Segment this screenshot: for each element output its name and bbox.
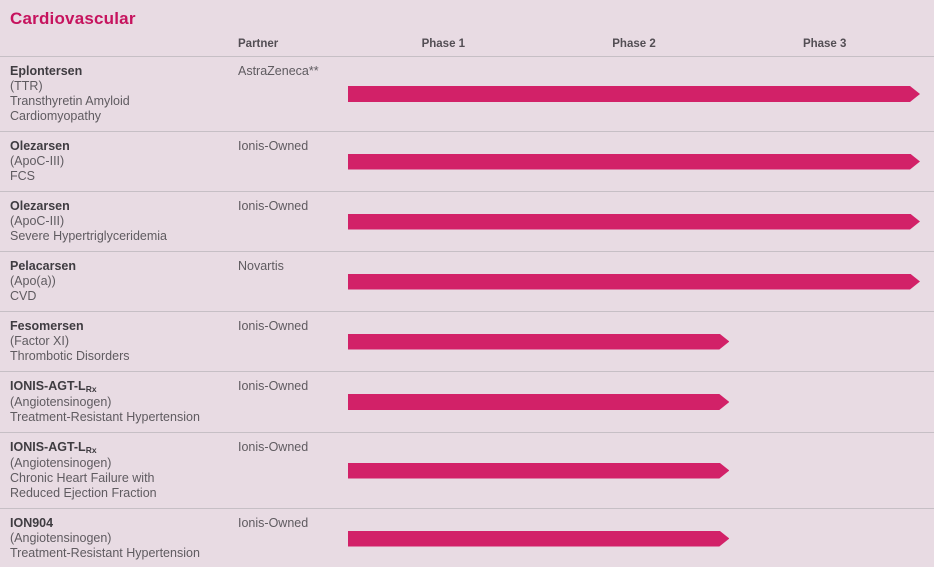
partner-name: Ionis-Owned [238,199,309,213]
drug-name: IONIS-AGT-LRx [10,440,97,455]
drug-name-subscript: Rx [85,384,97,394]
drug-detail-line: (TTR) [10,79,43,93]
phase-track [348,379,920,425]
drug-cell: Fesomersen (Factor XI) Thrombotic Disorde… [10,319,238,364]
phase-track [348,259,920,304]
phase-track [348,516,920,561]
phase-progress-arrow-bar [348,463,729,479]
drug-detail-line: (ApoC-III) [10,214,65,228]
drug-detail-line: (Angiotensinogen) [10,456,112,470]
phase-track [348,199,920,244]
page-title: Cardiovascular [10,9,136,28]
drug-name: ION904 [10,516,54,530]
pipeline-row: Pelacarsen (Apo(a)) CVD Novartis [0,252,934,312]
drug-name-subscript: Rx [85,445,97,455]
partner-name: Ionis-Owned [238,139,309,153]
phase-progress-arrow-bar [348,86,920,102]
drug-cell: IONIS-AGT-LRx (Angiotensinogen) Chronic H… [10,440,238,501]
phase-track [348,139,920,184]
pipeline-row: IONIS-AGT-LRx (Angiotensinogen) Treatment… [0,372,934,433]
phase-track [348,64,920,124]
phase-progress-arrow-bar [348,394,729,410]
drug-detail-line: (Angiotensinogen) [10,531,112,545]
drug-detail-line: (Apo(a)) [10,274,56,288]
drug-cell: Pelacarsen (Apo(a)) CVD [10,259,238,304]
phase-track [348,440,920,501]
phase-progress-arrow-bar [348,214,920,230]
drug-cell: Eplontersen (TTR) Transthyretin Amyloid Ca… [10,64,238,124]
partner-name: Ionis-Owned [238,379,309,393]
drug-detail-line: Chronic Heart Failure with [10,471,155,485]
table-header-row: Partner Phase 1 Phase 2 Phase 3 [0,37,934,57]
drug-cell: Olezarsen (ApoC-III) Severe Hypertriglyce… [10,199,238,244]
pipeline-row: Olezarsen (ApoC-III) FCS Ionis-Owned [0,132,934,192]
drug-name: Olezarsen [10,139,70,153]
pipeline-row: ION904 (Angiotensinogen) Treatment-Resist… [0,509,934,567]
phase-column-headers: Phase 1 Phase 2 Phase 3 [348,37,920,51]
column-header-phase-3: Phase 3 [802,38,847,50]
drug-detail-line: Reduced Ejection Fraction [10,486,157,500]
drug-name: Pelacarsen [10,259,77,273]
drug-detail-line: CVD [10,289,37,303]
phase-track [348,319,920,364]
column-header-phase-2: Phase 2 [612,38,656,50]
drug-column-spacer [10,37,238,51]
drug-name: Eplontersen [10,64,83,78]
column-header-partner: Partner [238,38,279,50]
drug-name: Olezarsen [10,199,70,213]
drug-detail-line: (ApoC-III) [10,154,65,168]
pipeline-row: Olezarsen (ApoC-III) Severe Hypertriglyce… [0,192,934,252]
drug-cell: Olezarsen (ApoC-III) FCS [10,139,238,184]
pipeline-rows: Eplontersen (TTR) Transthyretin Amyloid Ca… [0,57,934,567]
partner-name: Ionis-Owned [238,319,309,333]
drug-cell: ION904 (Angiotensinogen) Treatment-Resist… [10,516,238,561]
phase-progress-arrow-bar [348,334,729,350]
partner-name: Ionis-Owned [238,516,309,530]
drug-detail-line: Cardiomyopathy [10,109,102,123]
drug-detail-line: Treatment-Resistant Hypertension [10,546,200,560]
column-header-phase-1: Phase 1 [421,38,466,50]
partner-name: AstraZeneca** [238,64,319,78]
drug-cell: IONIS-AGT-LRx (Angiotensinogen) Treatment… [10,379,238,425]
drug-detail-line: Treatment-Resistant Hypertension [10,410,200,424]
drug-detail-line: Severe Hypertriglyceridemia [10,229,168,243]
partner-name: Ionis-Owned [238,440,309,454]
drug-detail-line: (Factor XI) [10,334,70,348]
drug-detail-line: (Angiotensinogen) [10,395,112,409]
drug-name: Fesomersen [10,319,84,333]
drug-detail-line: Transthyretin Amyloid [10,94,130,108]
drug-name: IONIS-AGT-LRx [10,379,97,394]
partner-name: Novartis [238,259,284,273]
pipeline-row: IONIS-AGT-LRx (Angiotensinogen) Chronic H… [0,433,934,509]
phase-progress-arrow-bar [348,154,920,170]
pipeline-row: Fesomersen (Factor XI) Thrombotic Disorde… [0,312,934,372]
drug-detail-line: FCS [10,169,35,183]
drug-detail-line: Thrombotic Disorders [10,349,130,363]
phase-progress-arrow-bar [348,274,920,290]
phase-progress-arrow-bar [348,531,729,547]
pipeline-row: Eplontersen (TTR) Transthyretin Amyloid Ca… [0,57,934,132]
